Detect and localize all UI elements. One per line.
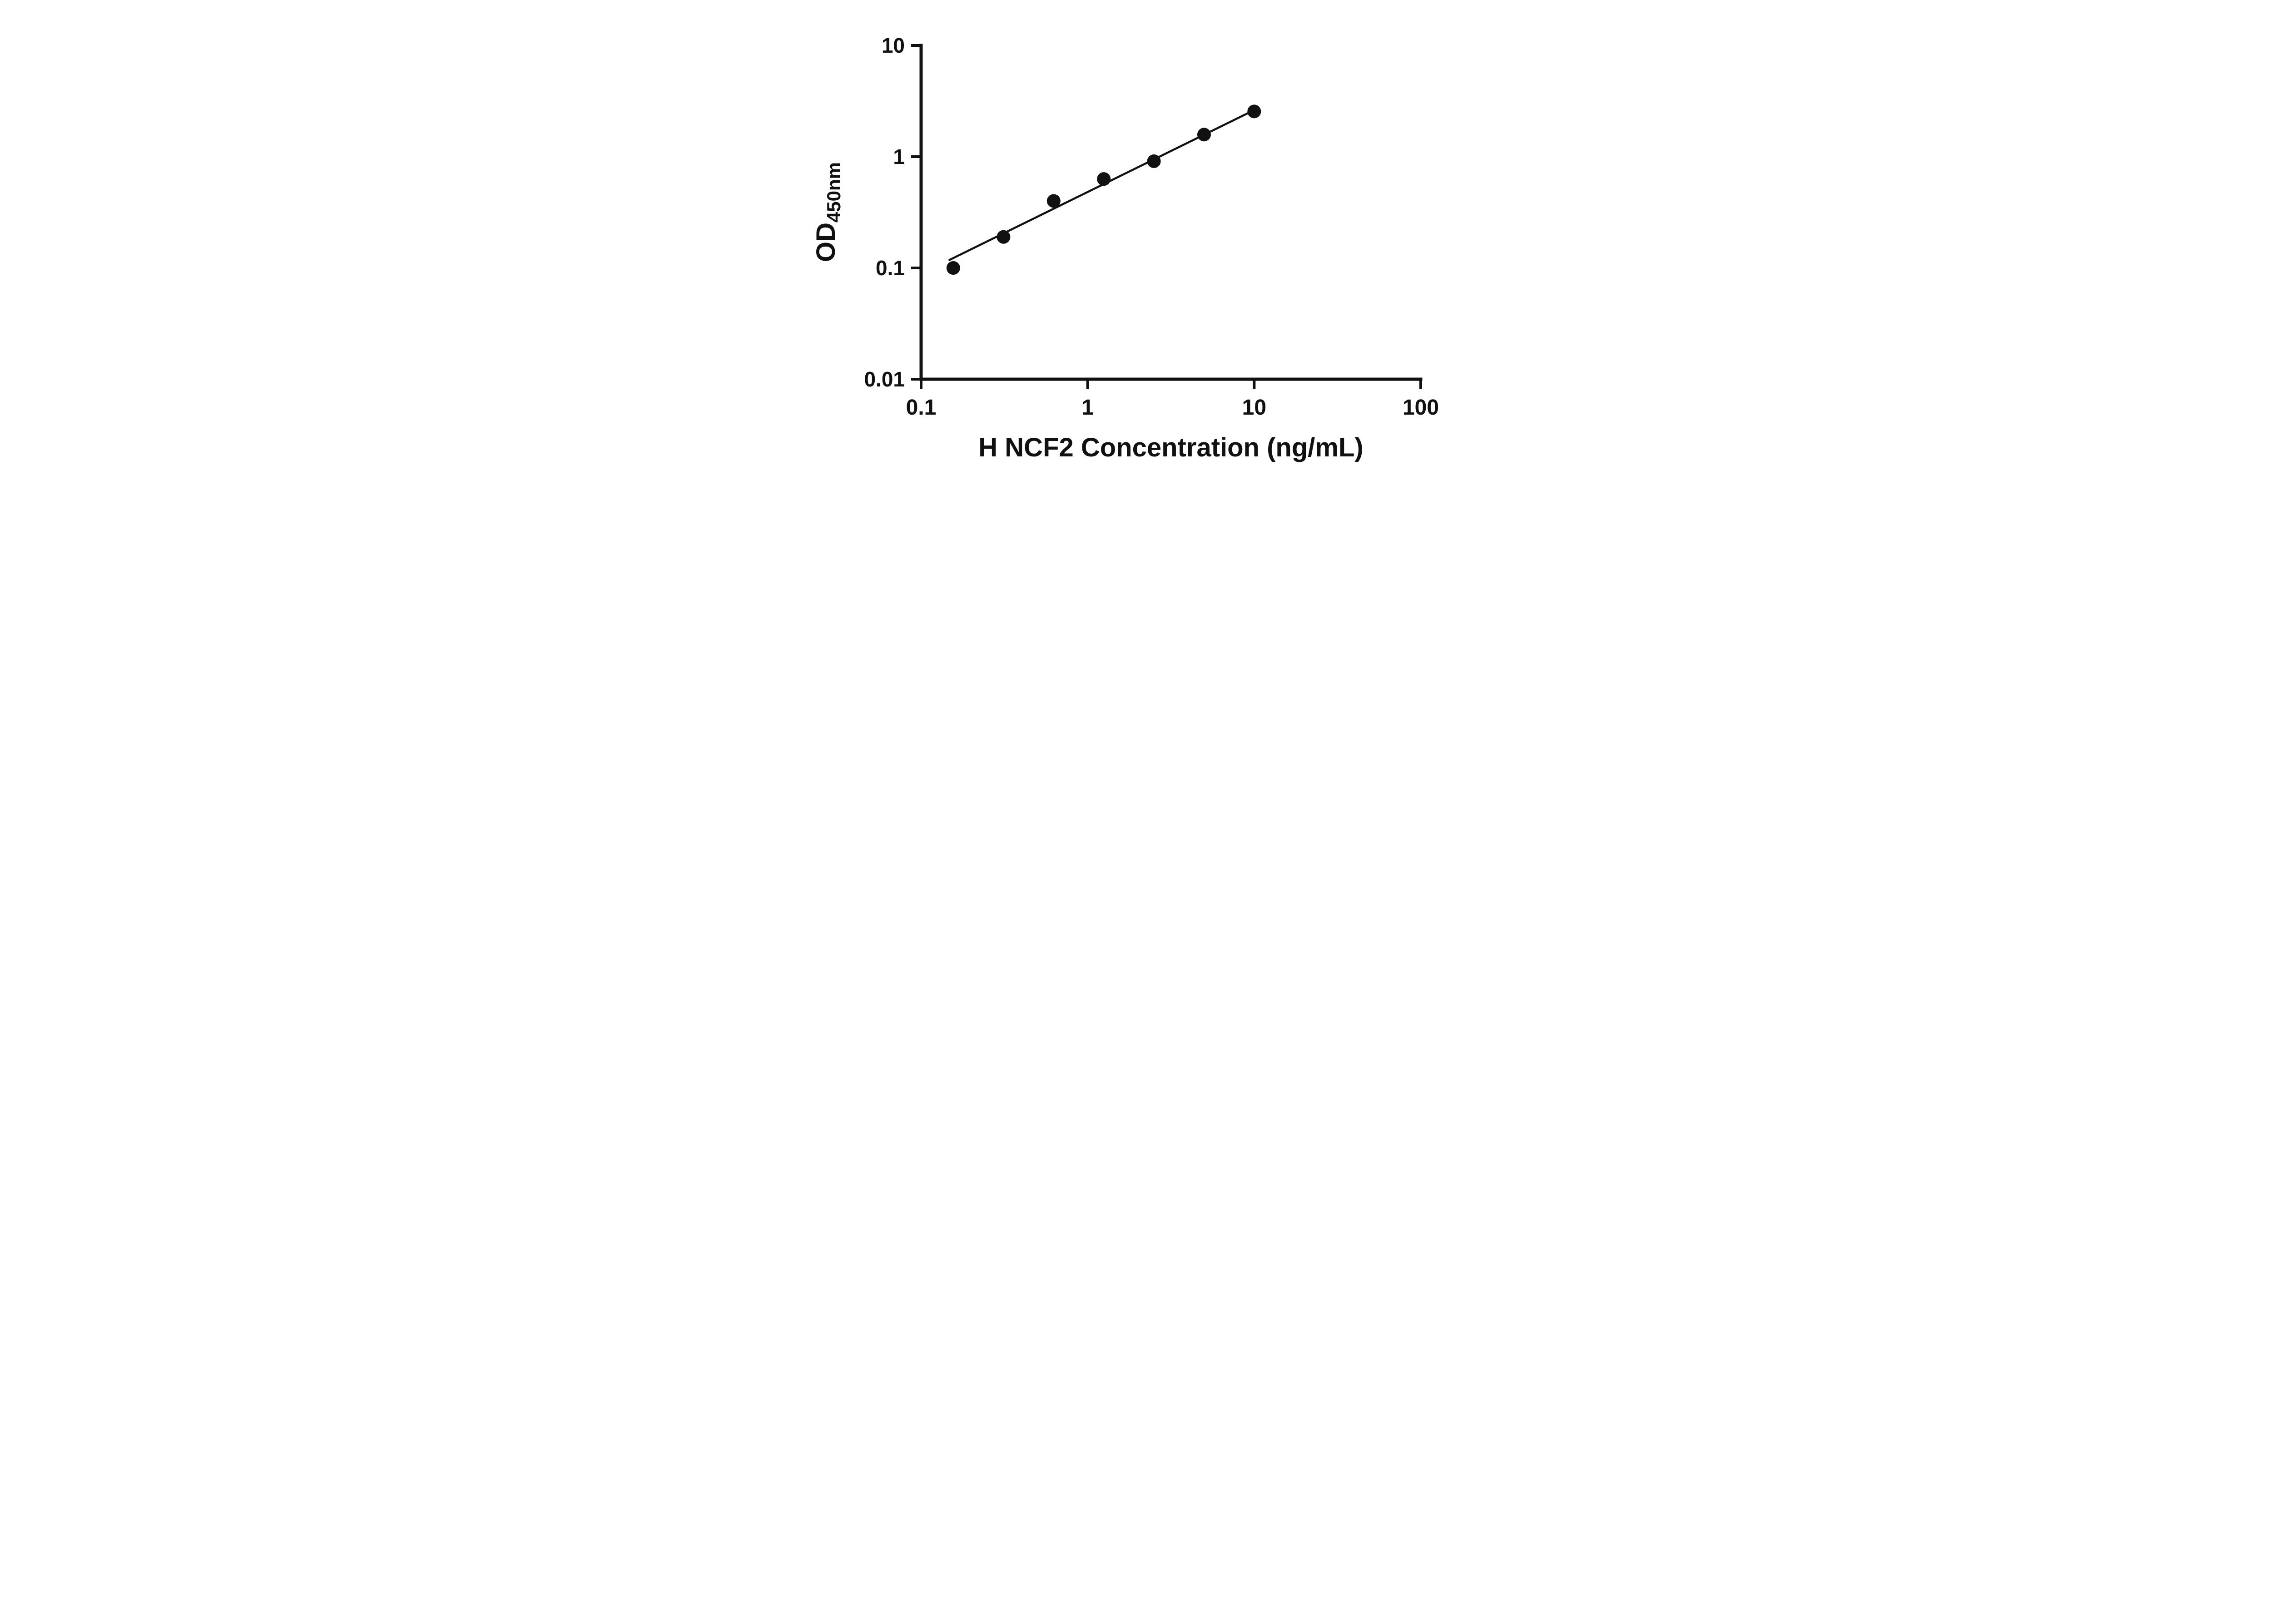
y-tick-label: 0.1 xyxy=(876,256,905,280)
data-point xyxy=(1096,172,1111,186)
data-point xyxy=(946,261,960,275)
x-axis-title: H NCF2 Concentration (ng/mL) xyxy=(978,433,1363,462)
y-axis-title: OD450nm xyxy=(811,162,844,262)
x-tick-label: 100 xyxy=(1402,396,1438,420)
data-point xyxy=(1247,104,1261,119)
y-tick-label: 1 xyxy=(893,145,905,168)
data-point xyxy=(1147,154,1161,168)
data-point xyxy=(1197,128,1211,142)
x-tick-label: 1 xyxy=(1081,396,1094,420)
chart-page: 0.1 1 10 100 0.01 0.1 1 10 H NCF2 Concentration… xyxy=(784,0,1487,489)
y-tick-label: 0.01 xyxy=(864,367,905,391)
axes xyxy=(919,44,1422,381)
y-tick-label: 10 xyxy=(881,34,904,57)
data-point xyxy=(996,230,1010,244)
y-axis-title-main: OD xyxy=(811,223,841,262)
tick-marks xyxy=(911,44,1422,389)
x-tick-label: 0.1 xyxy=(906,396,936,420)
y-axis-title-subscript: 450nm xyxy=(823,162,844,223)
data-point xyxy=(1046,194,1061,208)
x-tick-label: 10 xyxy=(1242,396,1266,420)
plot-series xyxy=(946,104,1261,275)
